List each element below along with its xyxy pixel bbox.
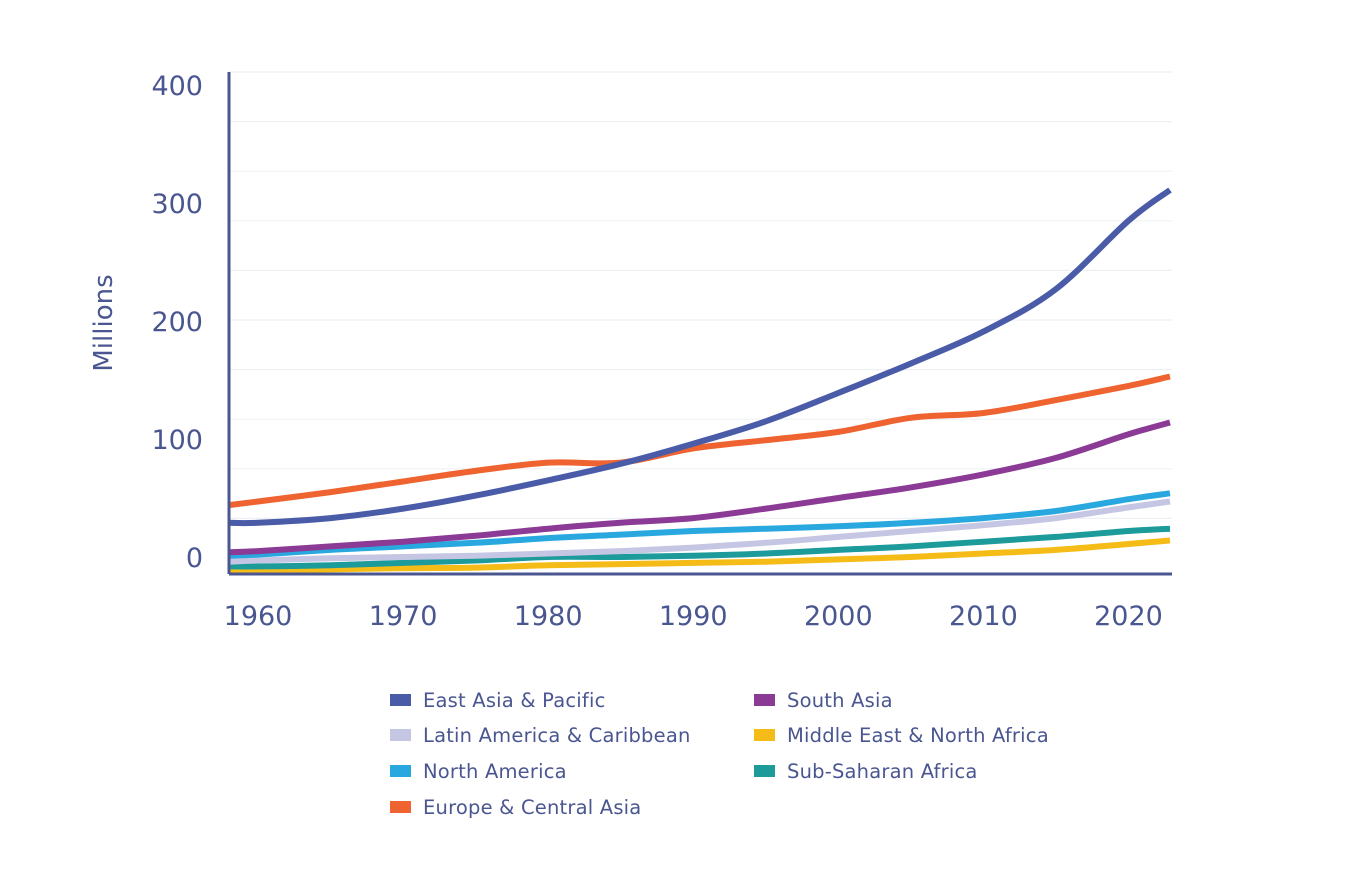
legend-item-south-asia[interactable]: South Asia — [754, 684, 893, 716]
legend-swatch — [390, 801, 411, 813]
x-tick-label: 1960 — [224, 601, 293, 632]
y-tick-label: 400 — [151, 71, 203, 102]
legend-label: Middle East & North Africa — [787, 723, 1049, 747]
legend-item-middle-east-north-africa[interactable]: Middle East & North Africa — [754, 719, 1049, 751]
y-tick-label: 100 — [151, 425, 203, 456]
x-tick-label: 1980 — [514, 601, 583, 632]
x-tick-label: 2020 — [1094, 601, 1163, 632]
legend-swatch — [754, 694, 775, 706]
series-line-sub-saharan-africa — [228, 525, 1171, 570]
series-line-latin-america-caribbean — [228, 498, 1171, 565]
legend-label: South Asia — [787, 688, 893, 712]
y-tick-label: 0 — [186, 543, 203, 574]
series-line-europe-central-asia — [228, 373, 1171, 509]
legend-label: Sub-Saharan Africa — [787, 759, 978, 783]
x-axis-ticks: 1960 1970 1980 1990 2000 2010 2020 — [224, 601, 1163, 632]
series-line-east-asia-pacific — [228, 187, 1172, 527]
series-line-north-america — [228, 490, 1171, 559]
x-tick-label: 2000 — [804, 601, 873, 632]
legend-label: Latin America & Caribbean — [423, 723, 691, 747]
series-line-south-asia — [228, 419, 1171, 556]
series-lines — [228, 187, 1172, 574]
gridlines — [229, 71, 1172, 520]
x-tick-label: 1970 — [369, 601, 438, 632]
legend-item-europe-central-asia[interactable]: Europe & Central Asia — [390, 791, 641, 823]
legend-swatch — [390, 694, 411, 706]
y-tick-label: 300 — [151, 189, 203, 220]
legend-swatch — [754, 765, 775, 777]
y-tick-label: 200 — [151, 307, 203, 338]
legend-label: Europe & Central Asia — [423, 795, 642, 819]
legend-swatch — [754, 729, 775, 741]
legend-swatch — [390, 765, 411, 777]
legend-item-east-asia-pacific[interactable]: East Asia & Pacific — [390, 684, 606, 716]
line-chart: 0 100 200 300 400 1960 1970 1980 1990 2000 2010 20… — [89, 71, 1172, 632]
series-line-middle-east-north-africa — [228, 537, 1171, 574]
y-axis-ticks: 0 100 200 300 400 — [151, 71, 203, 574]
legend-swatch — [390, 729, 411, 741]
y-axis-label: Millions — [89, 274, 119, 371]
legend-item-north-america[interactable]: North America — [390, 755, 567, 787]
legend-item-latin-america-caribbean[interactable]: Latin America & Caribbean — [390, 719, 691, 751]
x-tick-label: 1990 — [659, 601, 728, 632]
legend-label: North America — [423, 759, 567, 783]
legend-item-sub-saharan-africa[interactable]: Sub-Saharan Africa — [754, 755, 978, 787]
legend-label: East Asia & Pacific — [423, 688, 606, 712]
x-tick-label: 2010 — [949, 601, 1018, 632]
